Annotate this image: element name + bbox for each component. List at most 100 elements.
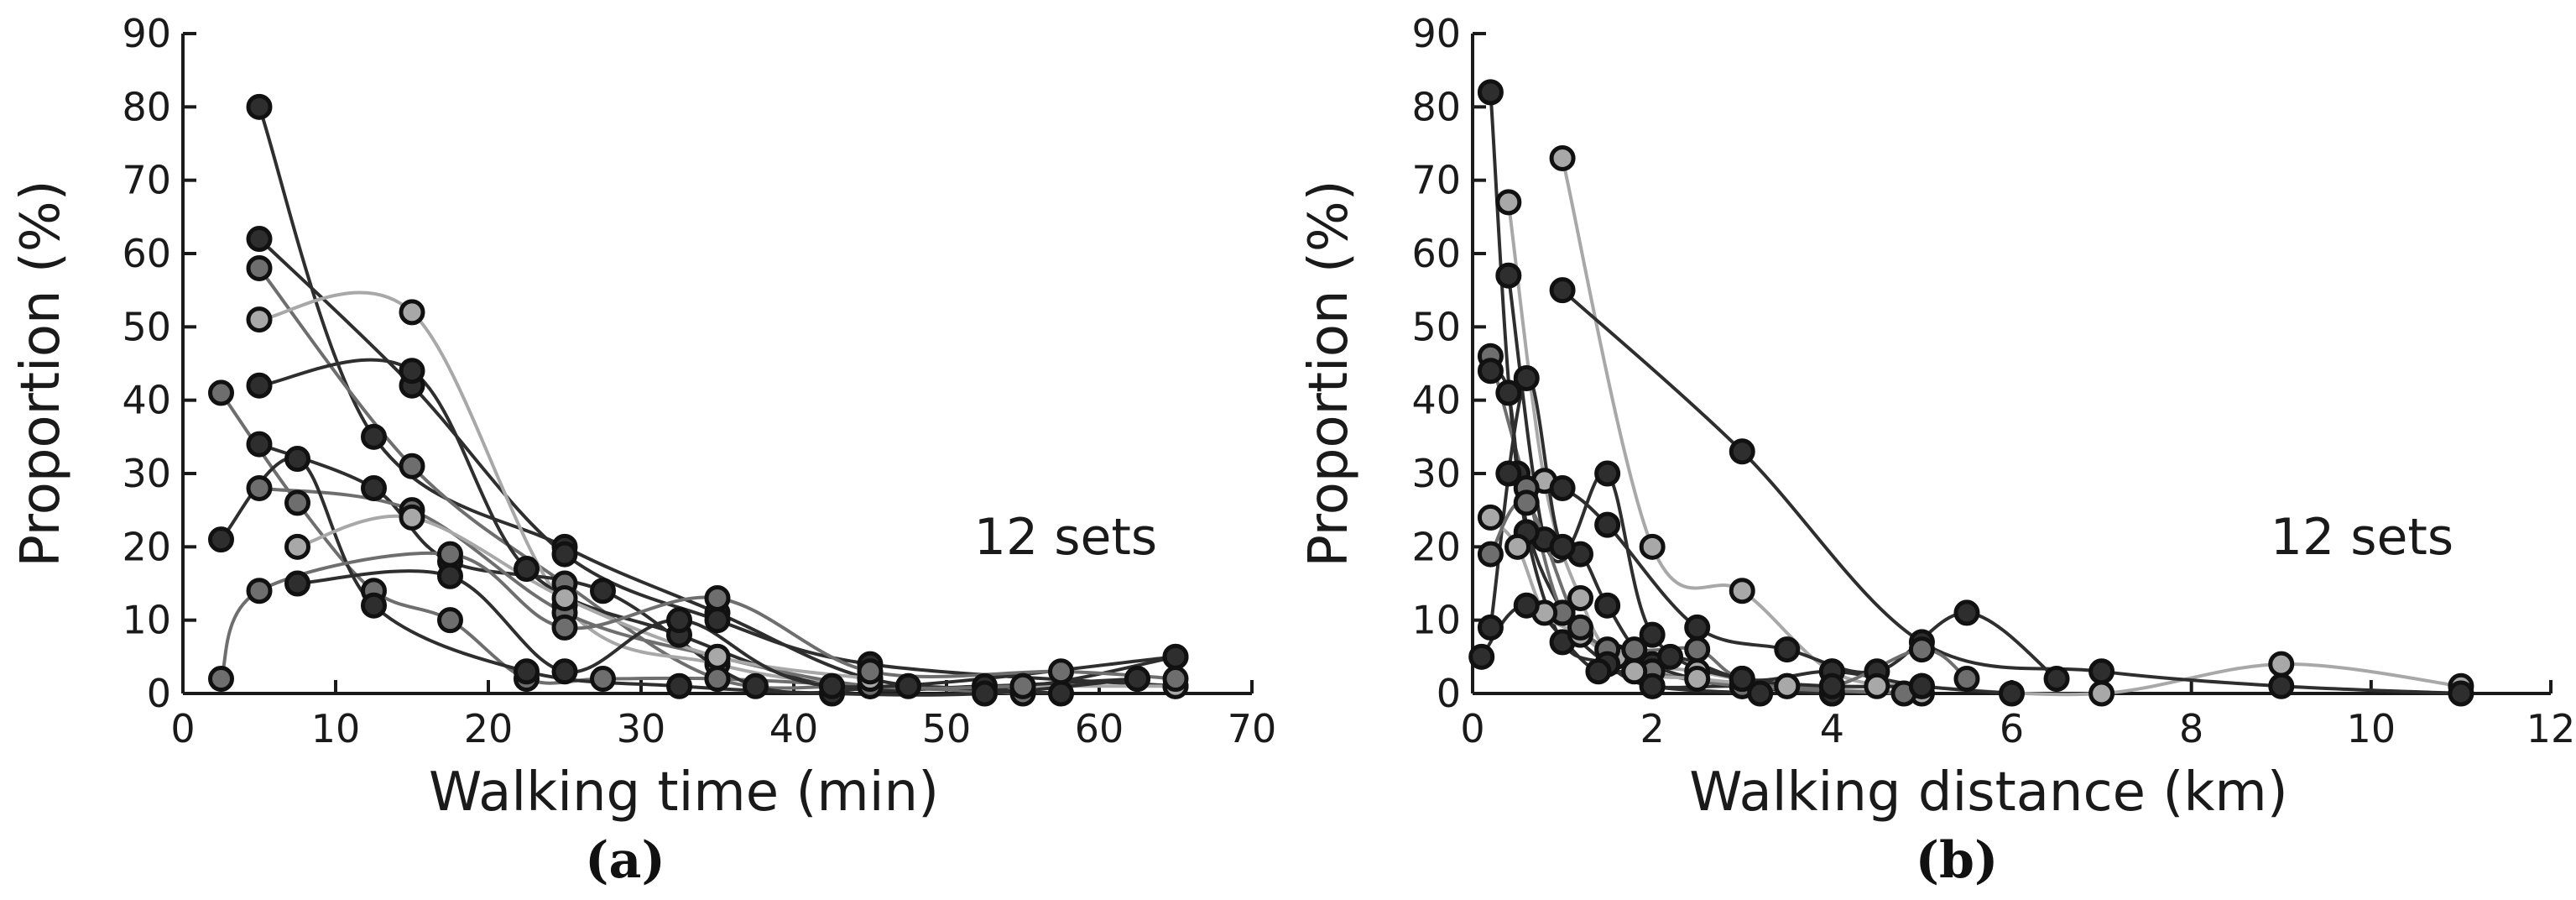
panel-b-series-3-point (1495, 189, 1522, 216)
panel-a-series-2-point (246, 226, 273, 253)
panel-b-series-5-point (2088, 658, 2115, 685)
panel-a-series-9-point (1124, 666, 1150, 693)
panel-b-series-10-point (1864, 672, 1890, 699)
panel-b-xlabel: Walking distance (km) (1689, 761, 2287, 824)
panel-a-y-tick-label: 70 (122, 158, 171, 203)
panel-a-series-12-point (857, 658, 884, 685)
panel-b-series-4-point (1594, 592, 1621, 619)
panel-a-series-7-point (590, 578, 616, 604)
panel-b-series-7-point (1639, 672, 1666, 699)
panel-b-y-tick-label: 70 (1411, 158, 1461, 203)
panel-a-series-12-point (246, 578, 273, 604)
panel-b-series-11-point (1513, 489, 1540, 516)
panel-a-series-12-point (1048, 658, 1074, 685)
panel-b-series-12-point (1585, 658, 1612, 685)
panel-b-series-10-point (1477, 504, 1504, 531)
panel-a-series-12-point (704, 584, 731, 611)
panel-b-y-tick-label: 0 (1437, 671, 1461, 716)
panel-a-y-tick-label: 90 (122, 11, 171, 56)
panel-b-series-2-point (1639, 533, 1666, 560)
panel-a-series-10-point (284, 533, 310, 560)
panel-b-series-11-point (1908, 636, 1935, 663)
panel-b-series-9-point (1684, 614, 1711, 641)
panel-b-annotation: 12 sets (2271, 508, 2453, 567)
panel-b-x-tick-label: 12 (2526, 706, 2576, 751)
panel-b-series-9-point (1549, 474, 1576, 501)
panel-b-series-12-point (1657, 643, 1684, 670)
panel-b-series-9-point (1774, 636, 1801, 663)
panel-b-series-11-point (1567, 614, 1593, 641)
panel-a-series-6-point (704, 666, 731, 693)
panel-b-series-2-curve (1561, 156, 2463, 697)
panel-b-series-12-point (1513, 592, 1540, 619)
panel-a-series-9-point (666, 672, 692, 699)
panel-b-series-9-point (1495, 460, 1522, 487)
panel-a-y-tick-label: 30 (122, 451, 171, 496)
panel-a-y-tick-label: 40 (122, 378, 171, 423)
panel-b-series-12-point (1729, 666, 1755, 693)
panel-b-y-tick-label: 40 (1411, 378, 1461, 423)
panel-a-series-3-point (399, 453, 425, 479)
panel-a-x-tick-label: 20 (464, 706, 514, 751)
panel-b-series-7-point (1477, 358, 1504, 385)
panel-b-series-11-point (1621, 636, 1648, 663)
panel-b-series-7-point (1747, 680, 1774, 707)
panel-a-series-6-point (284, 489, 310, 516)
panel-a-series-6-point (590, 666, 616, 693)
panel-b-y-tick-label: 20 (1411, 524, 1461, 569)
panel-a-series-11-point (284, 570, 310, 597)
panel-b-series-8-point (1594, 460, 1621, 487)
panel-a-xlabel: Walking time (min) (429, 761, 939, 824)
panel-a-series-11-point (551, 658, 578, 685)
panel-a-x-tick-label: 40 (769, 706, 819, 751)
panel-a-series-9-point (514, 658, 540, 685)
panel-a-ylabel: Proportion (%) (10, 180, 72, 567)
panel-b-series-10-point (1684, 666, 1711, 693)
panel-b-ylabel: Proportion (%) (1298, 180, 1360, 567)
panel-a-series-2-point (551, 541, 578, 568)
panel-a-series-8-point (1009, 672, 1036, 699)
panel-b-y-tick-label: 10 (1411, 598, 1461, 643)
panel-b-series-12-point (1468, 643, 1495, 670)
panel-b-chart: 12 sets Walking distance (km) Proportion… (1298, 11, 2575, 890)
panel-a-series-5-point (399, 358, 425, 385)
panel-b-series-11-point (1684, 636, 1711, 663)
panel-b-series-12-point (1818, 672, 1845, 699)
panel-a-series-4-point (399, 299, 425, 326)
panel-b-series-8-point (1549, 533, 1576, 560)
panel-a-x-tick-label: 30 (617, 706, 666, 751)
panel-a-series-11-point (819, 672, 845, 699)
panel-a-series-7-point (1048, 680, 1074, 707)
panel-a-series-7-point (895, 672, 921, 699)
panel-a-series-7-point (246, 431, 273, 458)
panel-b-series-2-point (2088, 680, 2115, 707)
panel-a-series-11-point (437, 562, 463, 589)
panel-b-y-tick-label: 90 (1411, 11, 1461, 56)
panel-a-series-1-point (246, 93, 273, 120)
panel-a-series-12-point (1162, 666, 1189, 693)
panel-b-y-tick-label: 80 (1411, 84, 1461, 129)
panel-a-series-5-point (246, 372, 273, 399)
panel-a-series-2-curve (258, 237, 1177, 688)
panel-b-series-2-point (1729, 578, 1755, 604)
panel-a-series-10-point (704, 643, 731, 670)
panel-b-series-10-point (1504, 533, 1531, 560)
panel-b-series-11-curve (1489, 499, 1969, 690)
panel-a-y-tick-label: 80 (122, 84, 171, 129)
panel-a-series-1-point (361, 423, 387, 450)
panel-b-series-11-point (1953, 666, 1980, 693)
panel-a-series-10-point (399, 504, 425, 531)
panel-b-series-2-point (2268, 651, 2295, 678)
panel-b-x-tick-label: 4 (1820, 706, 1844, 751)
panel-a-series-6-point (437, 607, 463, 634)
panel-a-series-3-point (246, 254, 273, 281)
panel-a-series-9-point (284, 446, 310, 473)
panel-a-series-11-point (666, 607, 692, 634)
panel-b-series-9-point (2043, 666, 2070, 693)
panel-a-y-tick-label: 20 (122, 524, 171, 569)
panel-b-series-8-point (1639, 621, 1666, 648)
panel-a-annotation: 12 sets (974, 508, 1157, 567)
panel-a-series-7-point (743, 672, 769, 699)
panel-a-y-tick-label: 0 (147, 671, 171, 716)
